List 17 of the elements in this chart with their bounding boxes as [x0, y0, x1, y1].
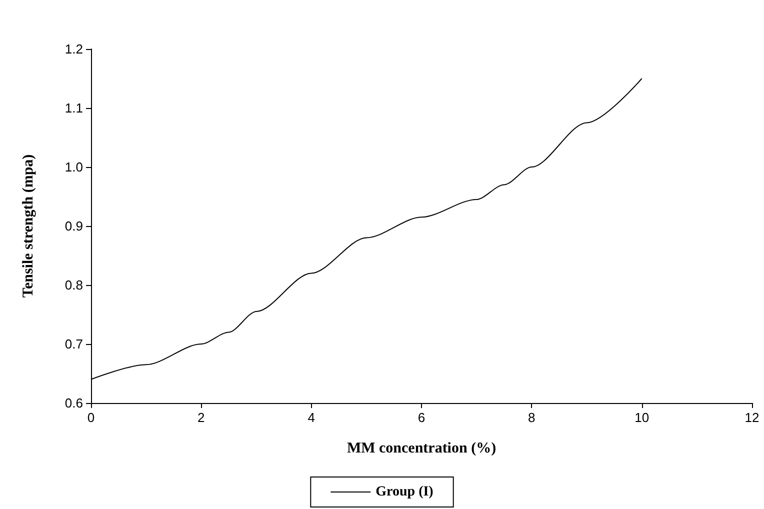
legend-label: Group (I) — [376, 484, 434, 500]
x-tick-label: 8 — [528, 410, 536, 425]
x-tick-label: 10 — [634, 410, 650, 425]
x-tick-label: 2 — [198, 410, 205, 425]
y-tick-label: 0.8 — [64, 278, 83, 292]
x-tick-label: 4 — [308, 410, 315, 425]
y-tick-label: 0.7 — [64, 336, 83, 352]
y-tick-label: 1.0 — [64, 160, 83, 174]
x-tick-label: 6 — [418, 410, 426, 425]
y-tick-label: 0.9 — [64, 218, 83, 234]
y-tick-label: 1.2 — [64, 42, 83, 56]
y-tick-label: 0.6 — [64, 396, 83, 410]
y-axis-title: Tensile strength (mpa) — [20, 154, 36, 298]
x-tick-label: 12 — [744, 410, 760, 425]
x-tick-label: 0 — [87, 410, 95, 425]
y-tick-label: 1.1 — [64, 100, 83, 116]
x-axis-title: MM concentration (%) — [346, 440, 496, 456]
